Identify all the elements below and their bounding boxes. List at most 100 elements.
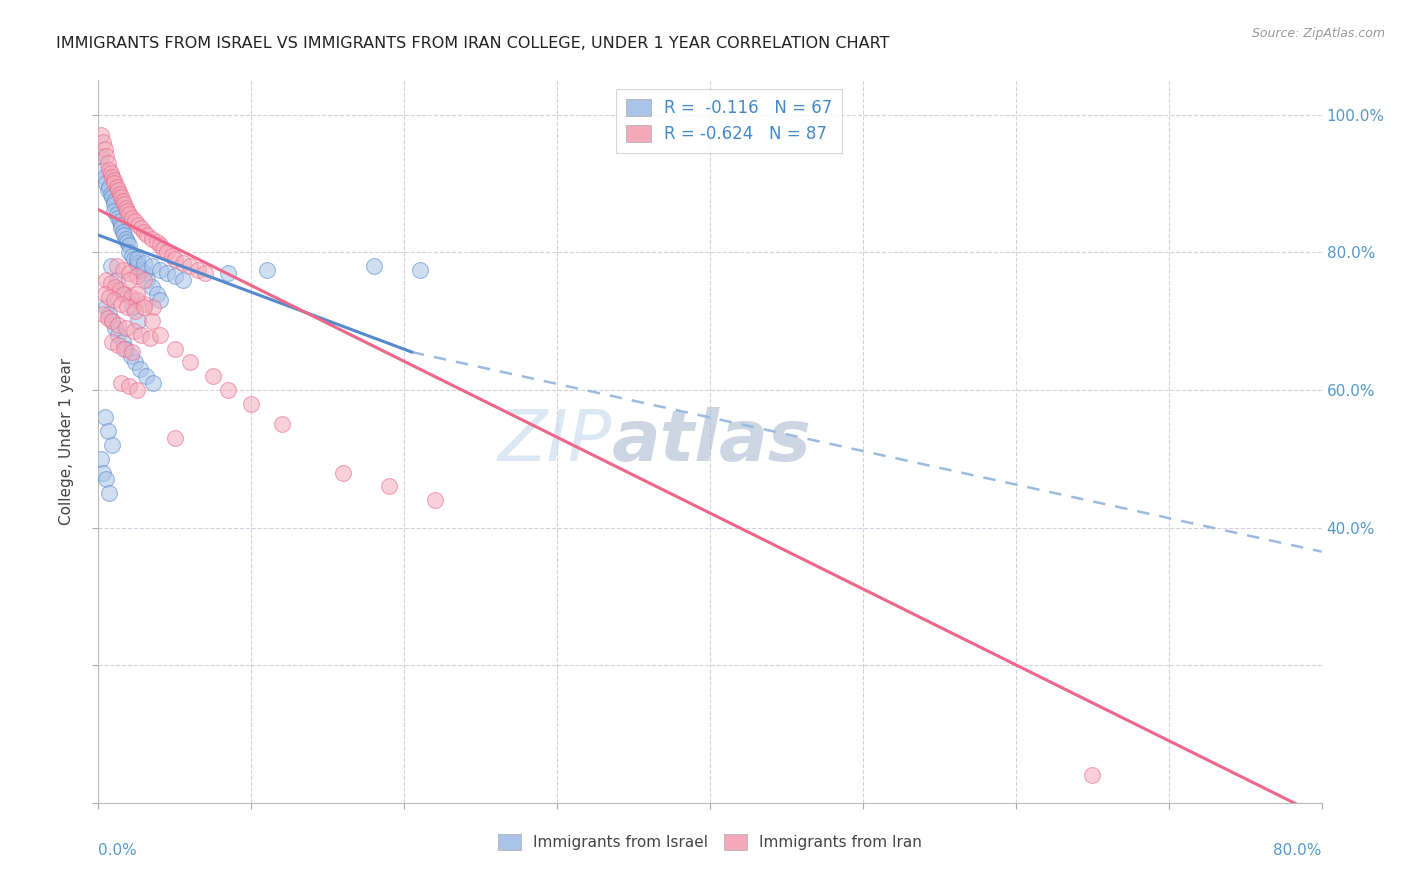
Point bbox=[118, 379, 141, 393]
Point bbox=[163, 431, 186, 445]
Point bbox=[105, 207, 128, 221]
Point bbox=[145, 235, 167, 249]
Point bbox=[141, 314, 163, 328]
Point bbox=[103, 177, 125, 191]
Point bbox=[112, 342, 135, 356]
Point bbox=[163, 342, 186, 356]
Point bbox=[112, 197, 135, 211]
Point bbox=[105, 180, 128, 194]
Point bbox=[124, 355, 146, 369]
Point bbox=[1081, 768, 1104, 782]
Text: atlas: atlas bbox=[612, 407, 811, 476]
Point bbox=[125, 293, 148, 308]
Point bbox=[91, 135, 114, 149]
Point bbox=[103, 173, 125, 187]
Point bbox=[129, 262, 152, 277]
Point bbox=[100, 259, 122, 273]
Point bbox=[118, 273, 141, 287]
Point bbox=[145, 286, 167, 301]
Point bbox=[121, 211, 143, 225]
Point bbox=[172, 255, 194, 269]
Point bbox=[110, 218, 132, 232]
Point bbox=[91, 162, 114, 177]
Point bbox=[124, 214, 146, 228]
Point bbox=[100, 186, 122, 201]
Point bbox=[187, 262, 209, 277]
Point bbox=[94, 177, 117, 191]
Point bbox=[98, 180, 121, 194]
Point bbox=[110, 190, 132, 204]
Point bbox=[194, 266, 217, 280]
Point bbox=[108, 214, 131, 228]
Point bbox=[117, 301, 139, 315]
Point bbox=[112, 286, 135, 301]
Point bbox=[97, 310, 120, 325]
Point bbox=[94, 301, 117, 315]
Point bbox=[378, 479, 401, 493]
Point bbox=[103, 194, 125, 208]
Point bbox=[160, 249, 183, 263]
Point bbox=[332, 466, 354, 480]
Point bbox=[121, 301, 143, 315]
Point bbox=[142, 301, 165, 315]
Point bbox=[122, 252, 145, 267]
Point bbox=[117, 204, 139, 219]
Point bbox=[111, 225, 134, 239]
Point bbox=[136, 273, 159, 287]
Point bbox=[103, 204, 125, 219]
Point bbox=[136, 228, 159, 243]
Point bbox=[202, 369, 225, 384]
Point bbox=[179, 259, 201, 273]
Point bbox=[363, 259, 385, 273]
Point bbox=[240, 397, 263, 411]
Point bbox=[163, 269, 186, 284]
Point bbox=[128, 362, 150, 376]
Point bbox=[104, 321, 127, 335]
Point bbox=[98, 162, 121, 177]
Point bbox=[118, 238, 141, 252]
Point bbox=[101, 314, 124, 328]
Point bbox=[103, 293, 125, 308]
Point bbox=[115, 342, 138, 356]
Point bbox=[97, 183, 120, 197]
Point bbox=[117, 235, 139, 249]
Point bbox=[134, 266, 156, 280]
Point bbox=[101, 190, 124, 204]
Point bbox=[91, 466, 114, 480]
Point bbox=[110, 297, 132, 311]
Point bbox=[423, 493, 446, 508]
Point bbox=[125, 255, 148, 269]
Point bbox=[172, 273, 194, 287]
Point bbox=[107, 318, 129, 332]
Point bbox=[121, 249, 143, 263]
Point bbox=[134, 301, 156, 315]
Point bbox=[115, 201, 138, 215]
Point bbox=[107, 211, 129, 225]
Point bbox=[94, 472, 117, 486]
Point bbox=[107, 183, 129, 197]
Point bbox=[125, 252, 148, 267]
Point bbox=[129, 327, 152, 342]
Point bbox=[110, 221, 132, 235]
Point bbox=[125, 269, 148, 284]
Point bbox=[141, 279, 163, 293]
Legend: Immigrants from Israel, Immigrants from Iran: Immigrants from Israel, Immigrants from … bbox=[492, 829, 928, 856]
Point bbox=[94, 273, 117, 287]
Point bbox=[101, 314, 124, 328]
Point bbox=[98, 290, 121, 304]
Point bbox=[120, 290, 142, 304]
Point bbox=[118, 207, 141, 221]
Point bbox=[156, 245, 179, 260]
Point bbox=[270, 417, 292, 432]
Point bbox=[115, 321, 138, 335]
Point bbox=[149, 262, 172, 277]
Point bbox=[134, 255, 156, 269]
Point bbox=[134, 225, 156, 239]
Point bbox=[93, 169, 115, 184]
Y-axis label: College, Under 1 year: College, Under 1 year bbox=[59, 358, 75, 525]
Point bbox=[111, 262, 134, 277]
Point bbox=[100, 277, 122, 291]
Text: 80.0%: 80.0% bbox=[1274, 843, 1322, 857]
Text: IMMIGRANTS FROM ISRAEL VS IMMIGRANTS FROM IRAN COLLEGE, UNDER 1 YEAR CORRELATION: IMMIGRANTS FROM ISRAEL VS IMMIGRANTS FRO… bbox=[56, 36, 890, 51]
Point bbox=[127, 314, 149, 328]
